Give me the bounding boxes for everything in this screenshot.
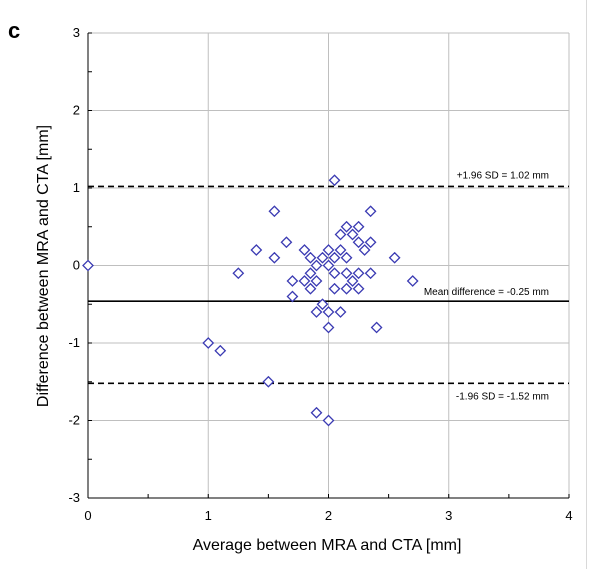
data-point (316, 298, 329, 311)
data-point (304, 282, 317, 295)
data-point (250, 244, 263, 256)
data-point (352, 282, 365, 295)
data-point (334, 244, 347, 256)
data-point (202, 337, 215, 349)
data-point (328, 174, 341, 187)
data-point (304, 251, 317, 264)
data-point (322, 414, 335, 427)
data-point (322, 259, 335, 272)
data-point (214, 344, 227, 357)
y-axis-title: Difference between MRA and CTA [mm] (35, 125, 52, 407)
data-point (364, 236, 377, 249)
data-point (340, 251, 353, 264)
data-point (286, 275, 299, 287)
data-point (346, 228, 359, 241)
data-point (352, 267, 365, 280)
reference-line-label: Mean difference = -0.25 mm (424, 287, 549, 298)
x-tick-label: 3 (445, 508, 452, 523)
data-point (280, 236, 293, 249)
data-point (388, 251, 401, 264)
data-point (286, 290, 299, 303)
panel-label: c (8, 18, 21, 43)
data-point (304, 267, 317, 280)
data-point (364, 205, 377, 218)
data-point (352, 236, 365, 249)
data-point (364, 267, 377, 280)
data-point (310, 275, 323, 287)
data-point (322, 321, 335, 334)
data-point (346, 275, 359, 287)
reference-lines: +1.96 SD = 1.02 mm Mean difference = -0.2… (88, 170, 569, 402)
figure-border (586, 0, 587, 569)
data-point (268, 205, 281, 218)
reference-line-label: +1.96 SD = 1.02 mm (457, 170, 549, 181)
y-tick-label: 2 (73, 103, 80, 118)
data-point (340, 267, 353, 280)
data-point (334, 228, 347, 241)
data-point (310, 306, 323, 318)
data-point (328, 267, 341, 280)
data-point (340, 282, 353, 295)
data-point (334, 306, 347, 318)
y-tick-label: -3 (68, 490, 80, 505)
y-tick-label: 0 (73, 258, 80, 273)
x-tick-label: 4 (565, 508, 572, 523)
data-point (322, 306, 335, 318)
x-axis-title: Average between MRA and CTA [mm] (193, 537, 462, 554)
x-tick-label: 1 (205, 508, 212, 523)
data-point (268, 251, 281, 264)
data-point (232, 267, 245, 280)
data-point (352, 220, 365, 233)
data-point (322, 244, 335, 256)
data-point (310, 406, 323, 419)
reference-line-label: -1.96 SD = -1.52 mm (456, 391, 549, 402)
data-point (298, 244, 311, 256)
data-point (328, 282, 341, 295)
data-point (328, 251, 341, 264)
y-tick-label: -1 (68, 335, 80, 350)
data-point (262, 375, 275, 388)
data-points (82, 174, 419, 427)
y-tick-label: -2 (68, 413, 80, 428)
data-point (316, 251, 329, 264)
data-point (340, 220, 353, 233)
x-tick-label: 0 (84, 508, 91, 523)
y-tick-label: 1 (73, 180, 80, 195)
data-point (310, 259, 323, 272)
tick-labels: 0 1 2 3 4 3 2 1 0 -1 -2 -3 (68, 25, 572, 523)
y-tick-label: 3 (73, 25, 80, 40)
data-point (370, 321, 383, 334)
data-point (358, 244, 371, 256)
x-tick-label: 2 (325, 508, 332, 523)
data-point (406, 275, 419, 287)
data-point (82, 259, 94, 272)
data-point (298, 275, 311, 287)
